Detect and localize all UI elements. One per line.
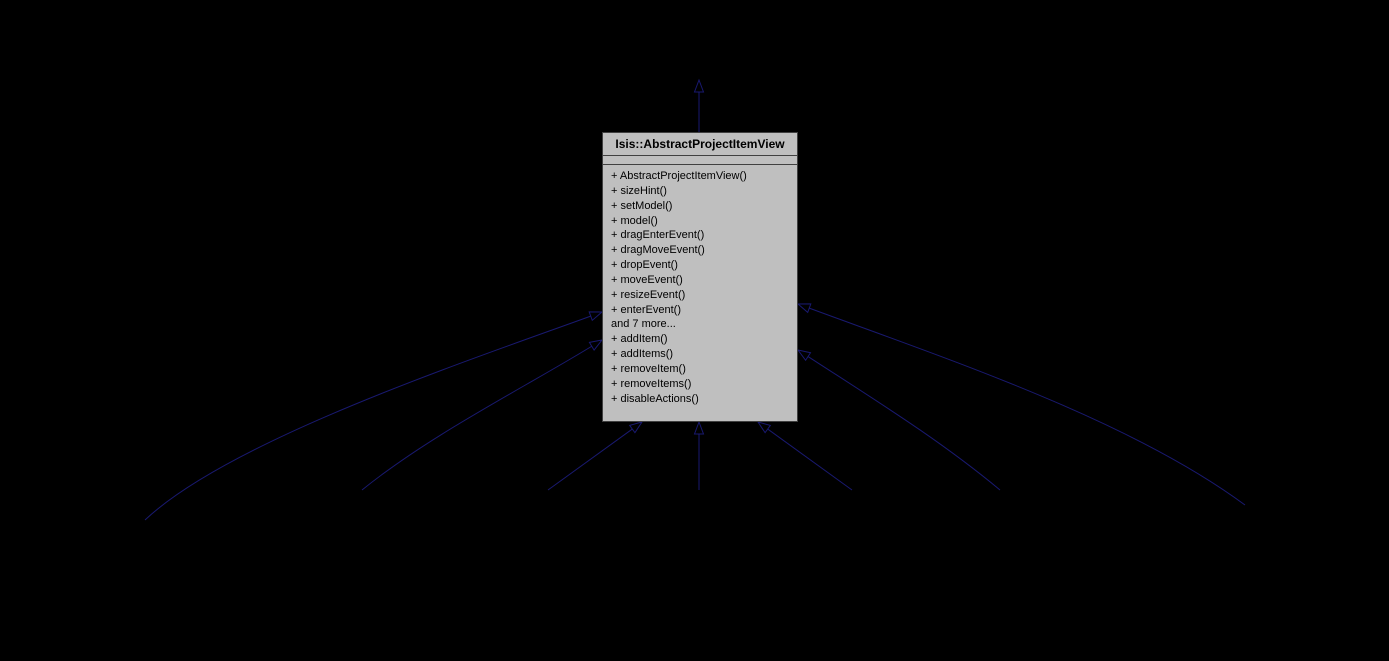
uml-method-row: + removeItems()	[611, 377, 789, 392]
uml-class-attributes	[603, 156, 797, 165]
uml-method-row: + disableActions()	[611, 392, 789, 407]
inheritance-arrowhead	[695, 80, 704, 92]
uml-method-row: + removeItem()	[611, 362, 789, 377]
inheritance-edge	[362, 346, 592, 490]
uml-method-row: + sizeHint()	[611, 184, 789, 199]
inheritance-arrowhead	[589, 340, 602, 350]
uml-method-row: + AbstractProjectItemView()	[611, 169, 789, 184]
uml-method-row: + moveEvent()	[611, 273, 789, 288]
uml-class-box: Isis::AbstractProjectItemView + Abstract…	[602, 132, 798, 422]
uml-method-row: and 7 more...	[611, 317, 789, 332]
inheritance-arrowhead	[695, 422, 704, 434]
uml-method-row: + resizeEvent()	[611, 288, 789, 303]
diagram-canvas: Isis::AbstractProjectItemView + Abstract…	[0, 0, 1389, 661]
uml-method-row: + dropEvent()	[611, 258, 789, 273]
inheritance-edge	[768, 429, 852, 490]
uml-method-row: + setModel()	[611, 199, 789, 214]
uml-method-row: + model()	[611, 214, 789, 229]
uml-class-methods: + AbstractProjectItemView()+ sizeHint()+…	[603, 165, 797, 411]
inheritance-edge	[808, 357, 1000, 490]
inheritance-arrowhead	[798, 350, 811, 360]
uml-method-row: + addItems()	[611, 347, 789, 362]
inheritance-arrowhead	[589, 312, 602, 320]
inheritance-edge	[548, 429, 632, 490]
uml-method-row: + dragMoveEvent()	[611, 243, 789, 258]
uml-method-row: + enterEvent()	[611, 303, 789, 318]
uml-method-row: + dragEnterEvent()	[611, 228, 789, 243]
inheritance-arrowhead	[758, 422, 770, 433]
inheritance-arrowhead	[798, 304, 811, 312]
inheritance-arrowhead	[630, 422, 642, 433]
inheritance-edge	[809, 308, 1245, 505]
inheritance-edge	[145, 316, 591, 520]
uml-class-title[interactable]: Isis::AbstractProjectItemView	[603, 133, 797, 156]
uml-method-row: + addItem()	[611, 332, 789, 347]
